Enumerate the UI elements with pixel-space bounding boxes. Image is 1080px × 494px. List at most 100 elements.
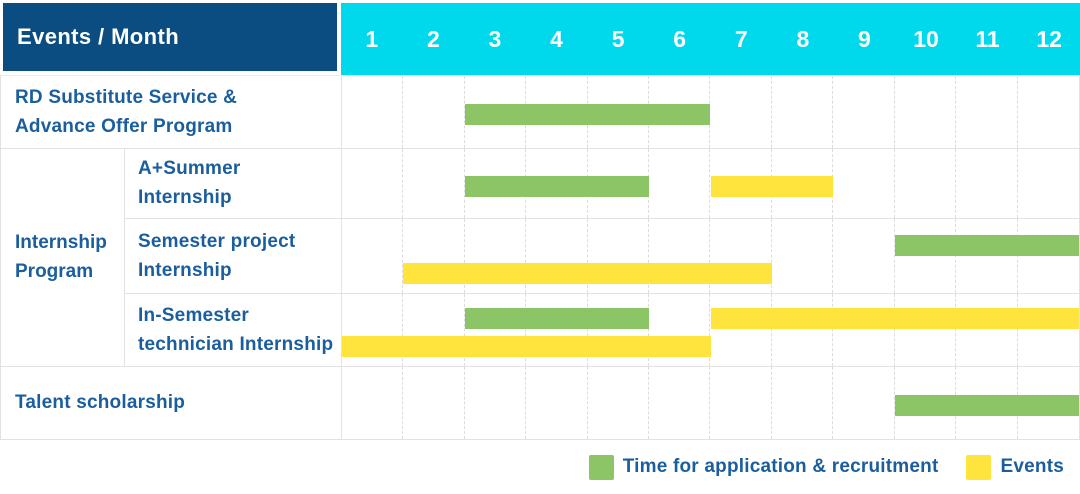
- month-tick: 1: [365, 25, 379, 52]
- legend-item-event: Events: [966, 454, 1064, 480]
- month-gridline: [526, 219, 588, 293]
- chart-row-talent-scholarship: [342, 366, 1079, 440]
- month-gridline: [649, 148, 711, 219]
- month-gridline: [588, 293, 650, 366]
- month-gridline: [895, 219, 957, 293]
- chart-row-rd-substitute: [342, 76, 1079, 148]
- month-tick: 7: [734, 25, 748, 52]
- row-label-in-semester: In-Semester technician Internship: [125, 293, 342, 366]
- month-gridline: [833, 293, 895, 366]
- month-gridline: [711, 76, 772, 148]
- month-gridline: [711, 366, 772, 439]
- month-gridline: [403, 293, 465, 366]
- month-gridline: [772, 219, 834, 293]
- bar-line: [342, 308, 1079, 330]
- row-semester-project: Semester project Internship: [125, 219, 1079, 294]
- row-label-talent-scholarship: Talent scholarship: [1, 366, 342, 439]
- application-bar: [464, 308, 650, 330]
- month-gridline: [649, 366, 711, 439]
- month-tick: 2: [426, 25, 440, 52]
- bar-lines: [342, 219, 1079, 293]
- month-gridline: [342, 293, 404, 366]
- row-a-summer: A+Summer Internship: [125, 148, 1079, 220]
- row-label-semester-project: Semester project Internship: [125, 219, 342, 293]
- month-gridline: [895, 293, 957, 366]
- legend: Time for application & recruitment Events: [0, 440, 1080, 494]
- row-label-a-summer: A+Summer Internship: [125, 148, 342, 219]
- month-gridline: [526, 293, 588, 366]
- internship-program-group: Internship Program A+Summer Internship S…: [1, 148, 1079, 367]
- table-body: RD Substitute Service & Advance Offer Pr…: [0, 75, 1080, 440]
- month-tick: 6: [673, 25, 687, 52]
- month-gridline: [711, 293, 772, 366]
- bar-line: [342, 395, 1079, 417]
- month-gridline: [833, 366, 895, 439]
- month-gridline: [465, 366, 527, 439]
- month-tick: 8: [796, 25, 810, 52]
- month-gridline: [403, 76, 465, 148]
- month-gridline: [342, 76, 404, 148]
- month-tick: 11: [975, 25, 1000, 52]
- month-gridline: [403, 148, 465, 219]
- month-gridline: [833, 148, 895, 219]
- row-label-rd-substitute: RD Substitute Service & Advance Offer Pr…: [1, 76, 342, 148]
- application-bar: [894, 234, 1079, 256]
- application-bar: [464, 175, 650, 197]
- month-gridline: [895, 148, 957, 219]
- event-bar: [342, 336, 711, 358]
- bar-lines: [342, 294, 1079, 366]
- month-gridline: [342, 219, 404, 293]
- legend-label: Events: [1000, 456, 1064, 477]
- month-gridline: [403, 219, 465, 293]
- row-in-semester: In-Semester technician Internship: [125, 293, 1079, 366]
- bar-line: [342, 104, 1079, 126]
- event-bar: [710, 308, 1079, 330]
- month-gridline: [895, 76, 957, 148]
- month-gridline: [833, 76, 895, 148]
- bar-line: [342, 336, 1079, 358]
- bar-lines: [342, 76, 1079, 148]
- month-tick: 5: [611, 25, 625, 52]
- bar-lines: [342, 367, 1079, 440]
- month-gridline: [772, 76, 834, 148]
- month-gridline: [526, 366, 588, 439]
- bar-line: [342, 262, 1079, 284]
- events-month-header: Events / Month: [3, 3, 337, 71]
- chart-row-semester-project: [342, 219, 1079, 293]
- month-tick: 3: [488, 25, 502, 52]
- month-gridline: [649, 219, 711, 293]
- month-gridline: [711, 219, 772, 293]
- application-swatch: [588, 454, 614, 480]
- internship-subrows: A+Summer Internship Semester project Int…: [125, 148, 1079, 366]
- application-bar: [894, 395, 1079, 417]
- month-tick: 9: [858, 25, 871, 52]
- month-gridline: [588, 366, 650, 439]
- event-swatch: [966, 454, 992, 480]
- month-axis: 1 2 3 4 5 6 7 8 9 10 11 12: [341, 3, 1080, 75]
- month-gridline: [833, 219, 895, 293]
- month-gridline: [465, 293, 527, 366]
- event-bar: [710, 175, 834, 197]
- month-gridline: [588, 219, 650, 293]
- month-gridline: [772, 366, 834, 439]
- header-row: Events / Month 1 2 3 4 5 6 7 8 9 10 11 12: [0, 0, 1080, 75]
- month-gridline: [772, 293, 834, 366]
- event-bar: [403, 262, 772, 284]
- application-bar: [464, 104, 711, 126]
- month-gridline: [956, 76, 1018, 148]
- month-gridline: [649, 293, 711, 366]
- row-rd-substitute: RD Substitute Service & Advance Offer Pr…: [1, 76, 1079, 149]
- month-tick: 12: [1036, 25, 1062, 52]
- month-gridline: [956, 148, 1018, 219]
- chart-row-in-semester: [342, 293, 1079, 366]
- chart-row-a-summer: [342, 148, 1079, 219]
- bar-line: [342, 234, 1079, 256]
- month-gridline: [465, 219, 527, 293]
- month-gridline: [342, 366, 404, 439]
- month-gridline: [403, 366, 465, 439]
- group-label-internship-program: Internship Program: [1, 148, 125, 366]
- bar-line: [342, 175, 1079, 197]
- row-talent-scholarship: Talent scholarship: [1, 366, 1079, 440]
- legend-label: Time for application & recruitment: [622, 456, 939, 477]
